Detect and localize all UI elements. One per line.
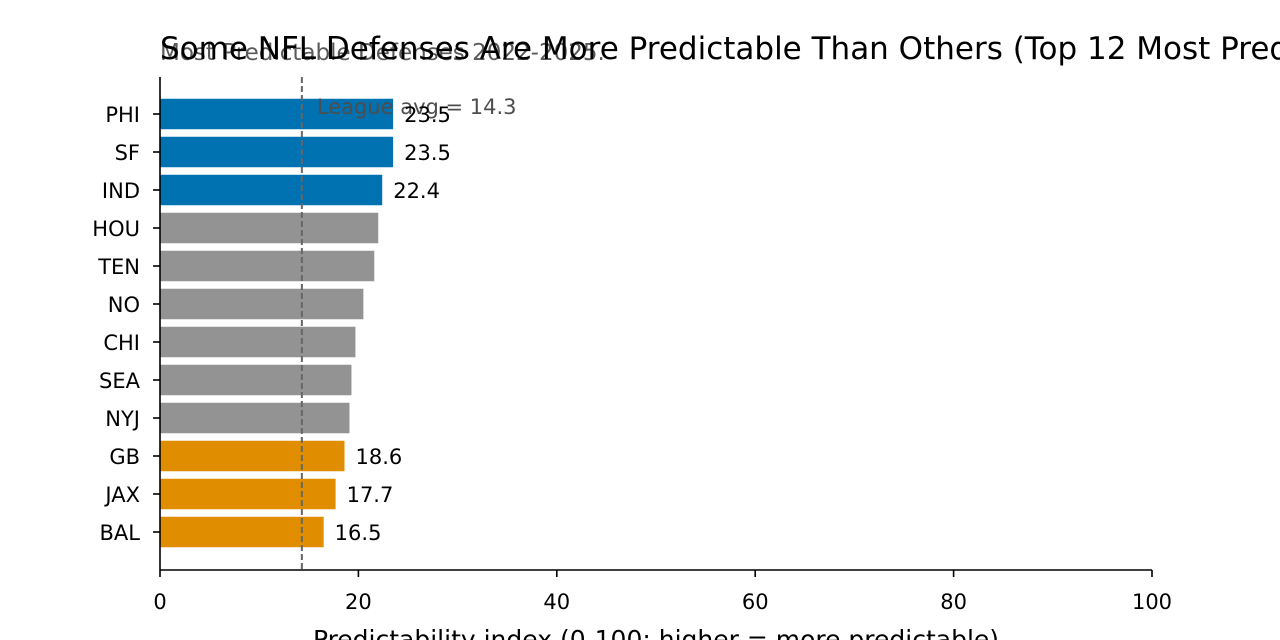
bar-jax [160,478,336,510]
y-tick-label-hou: HOU [92,217,140,241]
x-tick-label-80: 80 [940,590,967,614]
ticks-group: PHI SF IND HOU TEN NO CHI SEA NYJ GB JAX BAL 0 20 40 60… [92,103,1172,614]
value-label-sf: 23.5 [404,141,451,165]
data-labels-group: 23.5 23.5 22.4 18.6 17.7 16.5 [335,103,451,545]
bar-nyj [160,402,350,434]
y-tick-label-phi: PHI [105,103,140,127]
y-tick-label-chi: CHI [103,331,140,355]
bars-group [160,98,394,548]
bar-sf [160,136,394,168]
bar-hou [160,212,379,244]
y-tick-label-ten: TEN [97,255,140,279]
x-tick-label-20: 20 [345,590,372,614]
y-tick-label-ind: IND [102,179,140,203]
bar-ten [160,250,375,282]
bar-gb [160,440,345,472]
x-tick-label-100: 100 [1132,590,1172,614]
bar-phi [160,98,394,130]
value-label-ind: 22.4 [393,179,440,203]
y-tick-label-jax: JAX [103,483,140,507]
y-tick-label-sea: SEA [99,369,141,393]
value-label-bal: 16.5 [335,521,382,545]
chart-subtitle: Most Predictable Defenses 2022-2025. [160,40,605,66]
bar-no [160,288,364,320]
chart-title: Some NFL Defenses Are More Predictable T… [160,31,1280,67]
y-tick-label-no: NO [108,293,140,317]
bar-ind [160,174,383,206]
axes-group [159,77,1152,571]
y-tick-label-gb: GB [109,445,140,469]
bar-chi [160,326,356,358]
bar-bal [160,516,324,548]
value-label-jax: 17.7 [347,483,394,507]
y-tick-label-bal: BAL [100,521,141,545]
value-label-phi: 23.5 [404,103,451,127]
value-label-gb: 18.6 [356,445,403,469]
reference-line-group: League avg = 14.3 [300,77,517,570]
titles-group: Most Predictable Defenses 2022-2025. Som… [160,31,1280,640]
y-tick-label-sf: SF [115,141,140,165]
bar-sea [160,364,352,396]
y-tick-label-nyj: NYJ [105,407,140,431]
x-tick-label-0: 0 [153,590,166,614]
x-axis-title: Predictability index (0-100; higher = mo… [313,625,999,640]
x-tick-label-40: 40 [543,590,570,614]
league-average-label: League avg = 14.3 [317,95,517,119]
x-tick-label-60: 60 [742,590,769,614]
